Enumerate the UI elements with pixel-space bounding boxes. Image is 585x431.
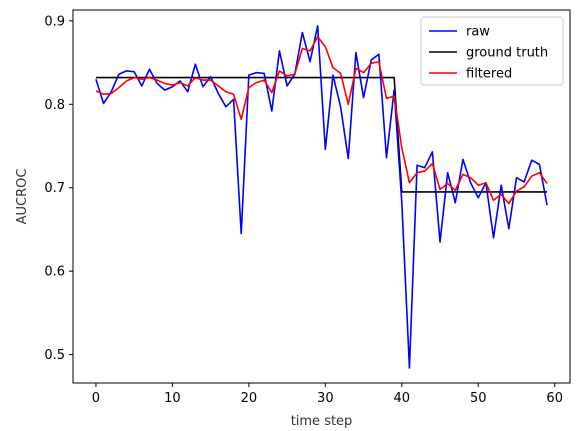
y-axis-label: AUCROC [15, 169, 30, 225]
x-tick-label: 20 [241, 391, 258, 406]
x-tick-label: 0 [92, 391, 100, 406]
legend: raw ground truth filtered [420, 16, 564, 86]
x-tick-label: 10 [164, 391, 181, 406]
plot-lines [95, 25, 548, 369]
legend-label-raw: raw [466, 25, 490, 40]
series-line-raw [95, 25, 548, 369]
y-tick-label: 0.8 [44, 98, 65, 113]
series-line-filtered [95, 35, 548, 205]
y-tick-label: 0.6 [44, 265, 65, 280]
legend-label-ground-truth: ground truth [466, 46, 548, 61]
y-tick-label: 0.5 [44, 348, 65, 363]
x-axis-label: time step [291, 414, 353, 429]
legend-label-filtered: filtered [466, 67, 512, 82]
legend-box [420, 16, 564, 86]
x-tick-label: 50 [470, 391, 487, 406]
x-tick-label: 40 [394, 391, 411, 406]
y-tick-label: 0.7 [44, 181, 65, 196]
y-tick-label: 0.9 [44, 14, 65, 29]
x-tick-label: 30 [317, 391, 334, 406]
plot-frame [72, 9, 571, 384]
y-axis-ticks: 0.5 0.6 0.7 0.8 0.9 [44, 14, 73, 363]
x-tick-label: 60 [546, 391, 563, 406]
x-axis-ticks: 0 10 20 30 40 50 60 [92, 383, 563, 406]
